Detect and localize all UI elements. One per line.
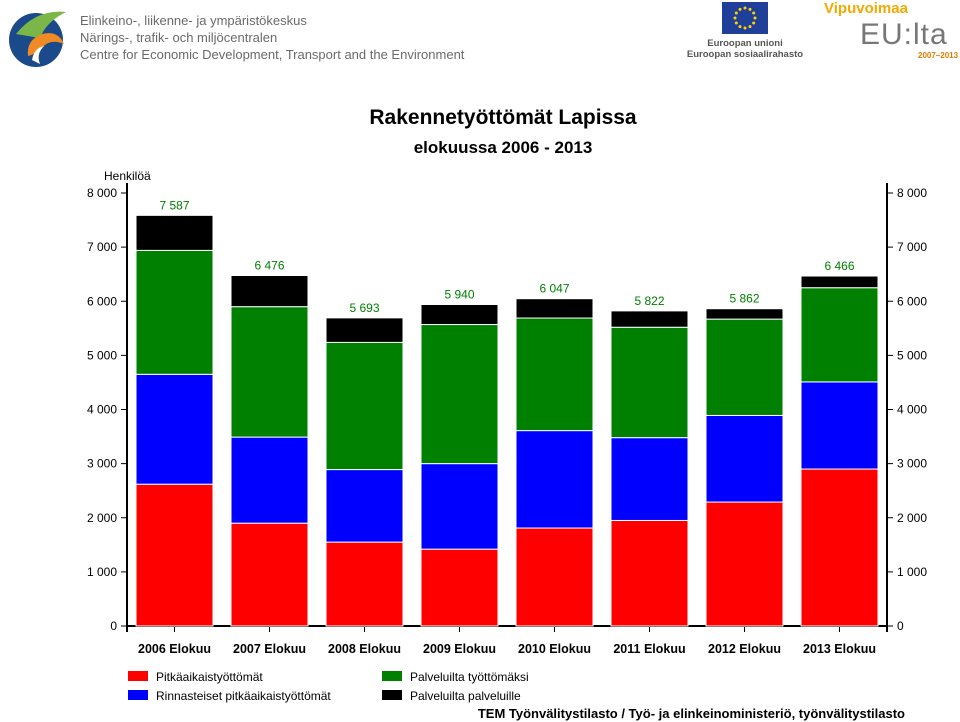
bar-total-label: 6 047 <box>539 282 569 296</box>
bar-segment-3 <box>610 326 689 439</box>
y-tick-label-right: 2 000 <box>897 511 927 525</box>
y-tick-label-right: 4 000 <box>897 403 927 417</box>
y-tick-label-left: 3 000 <box>87 457 117 471</box>
bar-total-label: 7 587 <box>159 198 189 212</box>
bar-segment-4 <box>420 303 499 326</box>
x-tick-label: 2011 Elokuu <box>613 642 685 656</box>
x-tick-label: 2013 Elokuu <box>803 642 876 656</box>
page-header: Elinkeino-, liikenne- ja ympäristökeskus… <box>0 0 960 80</box>
x-tick-label: 2010 Elokuu <box>518 642 591 656</box>
bar-segment-4 <box>800 275 879 289</box>
org-name-en: Centre for Economic Development, Transpo… <box>80 47 465 62</box>
bar-segment-1 <box>420 548 499 627</box>
bar-segment-1 <box>610 519 689 627</box>
vip-eu-text: EU:lta <box>860 18 948 51</box>
y-tick-label-left: 5 000 <box>87 348 117 362</box>
bar-segment-1 <box>515 527 594 627</box>
chart-title: Rakennetyöttömät Lapissa <box>369 106 637 129</box>
bar-segment-4 <box>135 214 214 251</box>
y-tick-label-left: 2 000 <box>87 511 117 525</box>
legend-swatch-1 <box>128 671 148 681</box>
ely-organization-name: Elinkeino-, liikenne- ja ympäristökeskus… <box>80 12 464 63</box>
org-name-sv: Närings-, trafik- och miljöcentralen <box>80 30 278 45</box>
legend-swatch-3 <box>382 671 402 681</box>
bar-segment-1 <box>800 468 879 627</box>
bar-segment-1 <box>325 541 404 627</box>
bar-segment-3 <box>515 317 594 432</box>
x-tick-label: 2009 Elokuu <box>423 642 496 656</box>
x-tick-label: 2012 Elokuu <box>708 642 781 656</box>
y-tick-label-left: 4 000 <box>87 403 117 417</box>
org-name-fi: Elinkeino-, liikenne- ja ympäristökeskus <box>80 13 307 28</box>
bar-segment-4 <box>705 308 784 320</box>
bar-segment-3 <box>705 318 784 416</box>
eu-flag-icon <box>722 2 768 34</box>
legend-label-1: Pitkäaikaistyöttömät <box>156 670 263 684</box>
bar-segment-2 <box>800 381 879 470</box>
bar-segment-1 <box>230 522 309 627</box>
bar-segment-4 <box>230 274 309 308</box>
legend-label-4: Palveluilta palveluille <box>410 689 521 703</box>
bar-segment-3 <box>230 306 309 438</box>
bar-segment-1 <box>705 501 784 627</box>
legend-label-3: Palveluilta työttömäksi <box>410 670 529 684</box>
bar-segment-2 <box>325 469 404 543</box>
y-axis-label: Henkilöä <box>104 169 151 183</box>
bar-segment-2 <box>420 463 499 550</box>
bar-segment-4 <box>325 317 404 343</box>
y-tick-label-left: 7 000 <box>87 240 117 254</box>
eu-union-label: Euroopan unioni <box>707 38 783 49</box>
ely-logo-icon <box>9 11 66 67</box>
x-tick-label: 2007 Elokuu <box>233 642 306 656</box>
bar-segment-2 <box>135 373 214 485</box>
bar-segment-3 <box>800 287 879 383</box>
bar-segment-2 <box>610 437 689 521</box>
bar-segment-4 <box>515 298 594 319</box>
chart-subtitle: elokuussa 2006 - 2013 <box>414 138 593 157</box>
bar-total-label: 5 862 <box>729 292 759 306</box>
vip-years: 2007–2013 <box>918 51 959 60</box>
y-tick-label-left: 0 <box>110 619 117 633</box>
eu-logo: Euroopan unioni Euroopan sosiaalirahasto <box>686 2 804 64</box>
bar-segment-1 <box>135 483 214 627</box>
bar-segment-3 <box>135 249 214 375</box>
bar-segment-2 <box>230 436 309 524</box>
bar-total-label: 5 822 <box>634 294 664 308</box>
y-tick-label-right: 1 000 <box>897 565 927 579</box>
y-tick-label-right: 8 000 <box>897 186 927 200</box>
bar-total-label: 5 693 <box>349 301 379 315</box>
y-tick-label-left: 1 000 <box>87 565 117 579</box>
y-tick-label-right: 3 000 <box>897 457 927 471</box>
legend-label-2: Rinnasteiset pitkäaikaistyöttömät <box>156 689 331 703</box>
y-tick-label-left: 8 000 <box>87 186 117 200</box>
bar-segment-2 <box>705 414 784 503</box>
y-tick-label-right: 0 <box>897 619 904 633</box>
eu-social-fund-label: Euroopan sosiaalirahasto <box>686 49 804 60</box>
x-tick-label: 2008 Elokuu <box>328 642 401 656</box>
bar-segment-4 <box>610 310 689 328</box>
y-tick-label-left: 6 000 <box>87 294 117 308</box>
y-tick-label-right: 5 000 <box>897 348 927 362</box>
legend-swatch-4 <box>382 690 402 700</box>
chart-bars: 7 587 6 476 5 693 5 940 6 047 5 822 5 862 6 466 <box>135 198 879 627</box>
vipuvoimaa-logo: Vipuvoimaa EU:lta 2007–2013 <box>820 0 960 64</box>
source-note: TEM Työnvälitystilasto / Työ- ja elinkei… <box>478 706 905 721</box>
bar-segment-3 <box>420 324 499 465</box>
vip-title: Vipuvoimaa <box>824 0 908 17</box>
y-tick-label-right: 7 000 <box>897 240 927 254</box>
bar-total-label: 5 940 <box>444 287 474 301</box>
y-tick-label-right: 6 000 <box>897 294 927 308</box>
bar-total-label: 6 466 <box>824 259 854 273</box>
bar-segment-2 <box>515 430 594 529</box>
bar-total-label: 6 476 <box>254 258 284 272</box>
chart-legend: Pitkäaikaistyöttömät Rinnasteiset pitkäai… <box>128 670 529 703</box>
x-tick-label: 2006 Elokuu <box>138 642 211 656</box>
bar-segment-3 <box>325 341 404 471</box>
legend-swatch-2 <box>128 690 148 700</box>
